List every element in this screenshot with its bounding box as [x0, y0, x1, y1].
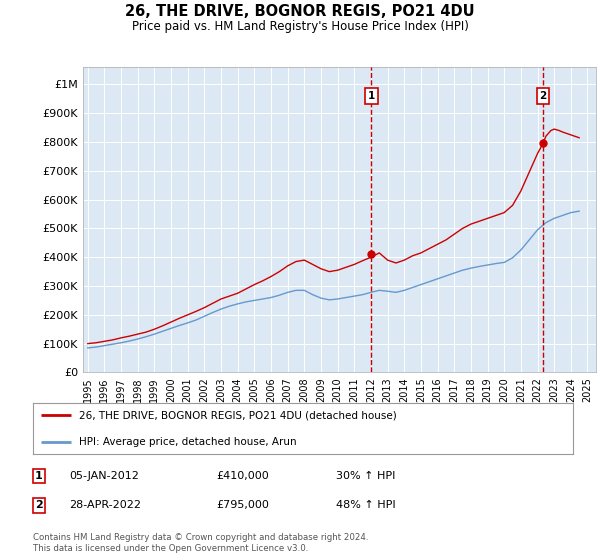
Text: 2: 2	[35, 500, 43, 510]
Text: 48% ↑ HPI: 48% ↑ HPI	[336, 500, 395, 510]
Text: 2: 2	[539, 91, 547, 101]
Text: 30% ↑ HPI: 30% ↑ HPI	[336, 471, 395, 481]
Text: HPI: Average price, detached house, Arun: HPI: Average price, detached house, Arun	[79, 436, 296, 446]
Text: Price paid vs. HM Land Registry's House Price Index (HPI): Price paid vs. HM Land Registry's House …	[131, 20, 469, 32]
Text: 28-APR-2022: 28-APR-2022	[69, 500, 141, 510]
Text: £410,000: £410,000	[216, 471, 269, 481]
Text: Contains HM Land Registry data © Crown copyright and database right 2024.
This d: Contains HM Land Registry data © Crown c…	[33, 533, 368, 553]
Text: 26, THE DRIVE, BOGNOR REGIS, PO21 4DU: 26, THE DRIVE, BOGNOR REGIS, PO21 4DU	[125, 4, 475, 20]
Text: £795,000: £795,000	[216, 500, 269, 510]
Text: 26, THE DRIVE, BOGNOR REGIS, PO21 4DU (detached house): 26, THE DRIVE, BOGNOR REGIS, PO21 4DU (d…	[79, 410, 397, 421]
Text: 1: 1	[35, 471, 43, 481]
Text: 1: 1	[368, 91, 375, 101]
Text: 05-JAN-2012: 05-JAN-2012	[69, 471, 139, 481]
